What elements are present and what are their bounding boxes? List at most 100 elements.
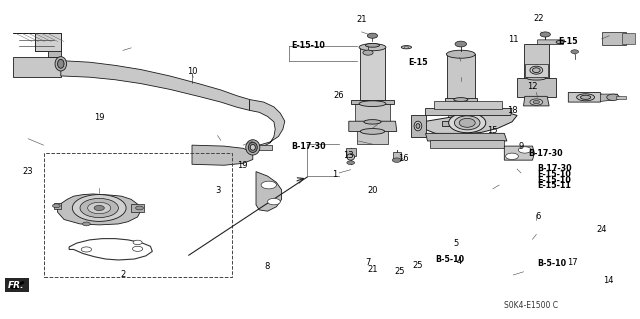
Polygon shape	[426, 133, 507, 141]
Ellipse shape	[347, 154, 355, 160]
Circle shape	[540, 32, 550, 37]
Text: 10: 10	[187, 67, 197, 76]
Text: 3: 3	[215, 186, 220, 195]
Circle shape	[88, 202, 111, 214]
Text: 16: 16	[399, 154, 409, 163]
Circle shape	[72, 195, 126, 221]
Circle shape	[571, 50, 579, 54]
Ellipse shape	[530, 66, 543, 74]
Text: B-5-10: B-5-10	[435, 256, 465, 264]
Text: B-17-30: B-17-30	[538, 164, 572, 173]
Circle shape	[94, 205, 104, 211]
Ellipse shape	[453, 109, 468, 115]
Circle shape	[52, 204, 60, 208]
Circle shape	[506, 153, 518, 160]
Ellipse shape	[532, 68, 540, 73]
Ellipse shape	[359, 101, 386, 107]
Ellipse shape	[364, 120, 381, 124]
Circle shape	[268, 198, 280, 205]
Polygon shape	[346, 148, 356, 156]
Text: 12: 12	[527, 82, 538, 91]
Polygon shape	[61, 61, 250, 110]
Polygon shape	[58, 194, 141, 225]
Text: 17: 17	[568, 258, 578, 267]
Ellipse shape	[414, 121, 422, 131]
Circle shape	[518, 147, 531, 153]
Text: 19: 19	[94, 113, 104, 122]
Text: 25: 25	[394, 267, 404, 276]
Circle shape	[80, 198, 118, 218]
Circle shape	[83, 222, 90, 226]
Circle shape	[347, 161, 355, 165]
Text: E-15: E-15	[408, 58, 428, 67]
Circle shape	[261, 181, 276, 189]
Polygon shape	[13, 57, 61, 77]
Polygon shape	[35, 33, 61, 51]
Polygon shape	[568, 93, 603, 102]
Polygon shape	[538, 40, 564, 45]
Polygon shape	[448, 112, 474, 122]
Polygon shape	[393, 152, 401, 159]
Text: 22: 22	[534, 14, 544, 23]
Text: E-15: E-15	[558, 37, 578, 46]
Polygon shape	[411, 115, 426, 137]
Ellipse shape	[454, 116, 480, 130]
Ellipse shape	[248, 142, 257, 152]
Circle shape	[533, 100, 540, 104]
Polygon shape	[349, 121, 397, 131]
Text: 6: 6	[535, 212, 540, 221]
Text: E-15-10: E-15-10	[291, 41, 325, 50]
Circle shape	[81, 247, 92, 252]
Ellipse shape	[58, 59, 64, 68]
Text: E-15-11: E-15-11	[538, 181, 572, 190]
Polygon shape	[430, 140, 504, 148]
Polygon shape	[517, 78, 556, 97]
Polygon shape	[250, 100, 285, 149]
Text: FR.: FR.	[8, 281, 24, 290]
Ellipse shape	[556, 41, 564, 44]
Text: 25: 25	[412, 261, 422, 270]
Polygon shape	[13, 33, 61, 57]
Ellipse shape	[246, 140, 260, 155]
Polygon shape	[355, 103, 390, 122]
Circle shape	[132, 246, 143, 251]
Polygon shape	[131, 204, 144, 212]
Ellipse shape	[416, 123, 420, 129]
Text: 1: 1	[332, 170, 337, 179]
Text: 4: 4	[457, 257, 462, 266]
Text: E-15-10: E-15-10	[538, 170, 572, 179]
Circle shape	[392, 158, 401, 162]
Circle shape	[455, 41, 467, 47]
Text: 5: 5	[453, 239, 458, 248]
Text: B-5-10: B-5-10	[538, 259, 567, 268]
Text: E-15-10: E-15-10	[538, 176, 572, 185]
Polygon shape	[524, 96, 549, 106]
Polygon shape	[351, 100, 394, 104]
Polygon shape	[253, 145, 272, 150]
Polygon shape	[504, 146, 534, 160]
Circle shape	[363, 50, 373, 55]
Ellipse shape	[447, 50, 475, 58]
Ellipse shape	[359, 44, 386, 51]
Ellipse shape	[404, 46, 409, 48]
Text: 26: 26	[334, 91, 344, 100]
Polygon shape	[434, 101, 502, 109]
Text: 11: 11	[508, 35, 518, 44]
Polygon shape	[54, 203, 61, 209]
Polygon shape	[442, 121, 480, 126]
Polygon shape	[622, 33, 635, 44]
Ellipse shape	[460, 118, 476, 127]
Polygon shape	[5, 278, 29, 292]
Polygon shape	[256, 172, 282, 211]
Polygon shape	[357, 131, 388, 144]
Circle shape	[607, 94, 620, 100]
Circle shape	[136, 206, 143, 210]
Ellipse shape	[250, 145, 255, 150]
Polygon shape	[602, 32, 626, 45]
Ellipse shape	[365, 43, 380, 47]
Text: 13: 13	[344, 151, 354, 160]
Text: 20: 20	[367, 186, 378, 195]
Text: S0K4-E1500 C: S0K4-E1500 C	[504, 301, 558, 310]
Polygon shape	[525, 64, 548, 77]
Text: 23: 23	[23, 167, 33, 176]
